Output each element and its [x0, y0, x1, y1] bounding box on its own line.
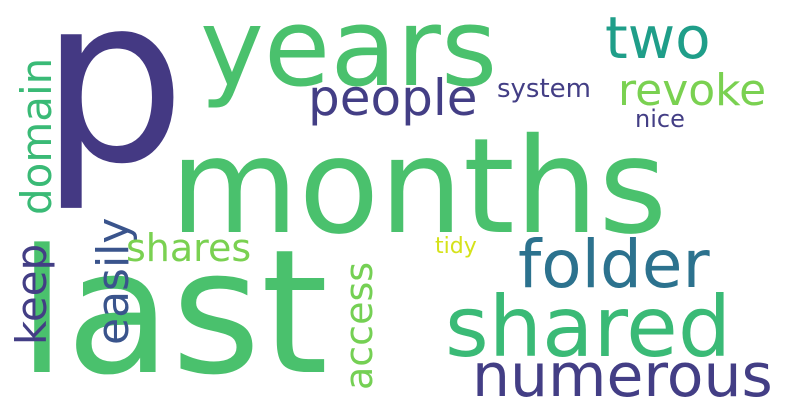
word-last: last	[18, 212, 328, 400]
word-easily: easily	[88, 218, 139, 345]
word-shared: shared	[445, 278, 731, 376]
word-domain: domain	[12, 58, 61, 215]
word-nice: nice	[635, 105, 685, 133]
word-two: two	[605, 4, 711, 72]
word-access: access	[337, 262, 381, 390]
word-years: years	[200, 0, 497, 111]
word-system: system	[497, 74, 591, 104]
word-keep: keep	[7, 244, 56, 345]
word-revoke: revoke	[618, 65, 766, 116]
word-numerous: numerous	[472, 341, 773, 400]
word-folder: folder	[518, 226, 710, 303]
word-shares: shares	[126, 226, 251, 270]
word-tidy: tidy	[435, 234, 477, 259]
word-people: people	[308, 69, 477, 127]
word-months: months	[170, 110, 667, 264]
word-p: p	[40, 0, 186, 215]
